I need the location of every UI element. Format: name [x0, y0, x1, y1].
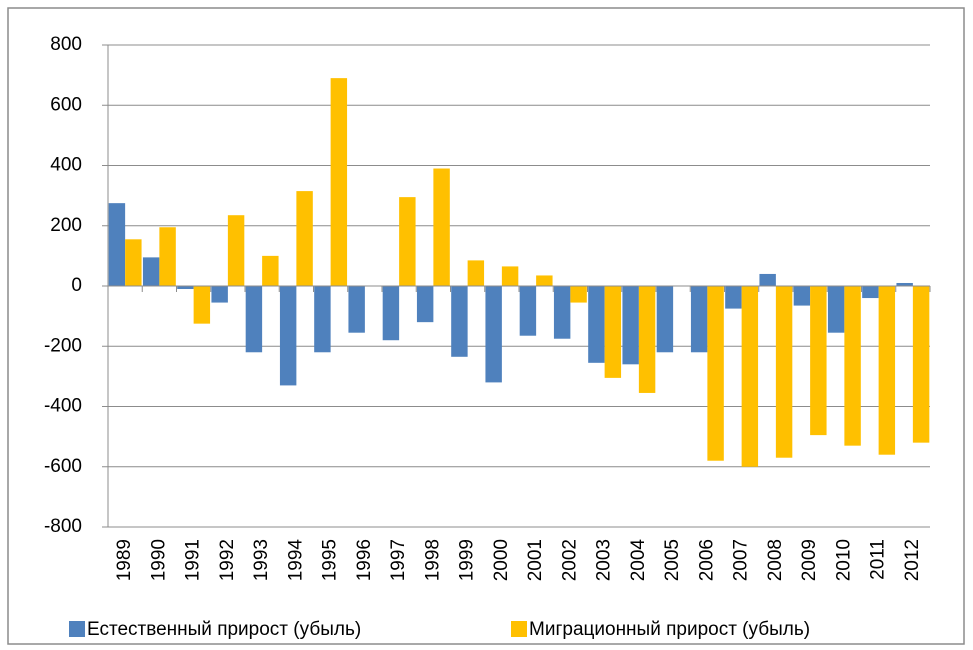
bar — [656, 286, 674, 353]
x-tick-label: 2001 — [525, 539, 546, 581]
bar — [314, 286, 331, 353]
bar — [827, 286, 845, 333]
bar — [638, 286, 656, 393]
bar — [467, 260, 485, 286]
x-tick-label: 2002 — [559, 539, 580, 581]
x-tick-label: 1998 — [422, 539, 443, 581]
bar — [553, 286, 571, 339]
x-tick-label: 2010 — [833, 539, 854, 581]
bar — [810, 286, 827, 436]
x-tick-label: 1997 — [388, 539, 409, 581]
legend-label: Миграционный прирост (убыль) — [529, 619, 810, 640]
x-tick-label: 2012 — [902, 539, 923, 581]
bar — [227, 215, 245, 286]
bar — [177, 286, 194, 290]
x-tick-label: 1996 — [354, 539, 375, 581]
bar — [604, 286, 622, 378]
legend: Естественный прирост (убыль) Миграционны… — [69, 619, 810, 640]
y-tick-label: 800 — [50, 34, 82, 55]
x-tick-label: 2009 — [799, 539, 820, 581]
y-tick-label: -200 — [44, 335, 82, 356]
bar — [108, 203, 126, 286]
x-tick-label: 2007 — [731, 539, 752, 581]
bar — [296, 191, 313, 286]
bar — [142, 257, 160, 286]
bar — [912, 286, 930, 443]
bar — [896, 282, 913, 286]
x-tick-label: 2004 — [628, 539, 649, 582]
bar — [519, 286, 537, 336]
legend-swatch — [69, 621, 85, 637]
x-tick-label: 1999 — [457, 539, 478, 581]
bar — [125, 239, 142, 286]
y-tick-label: 0 — [71, 275, 82, 296]
bar — [570, 286, 587, 303]
bar — [279, 286, 297, 386]
y-tick-label: -800 — [44, 516, 82, 537]
y-tick-label: 200 — [50, 215, 82, 236]
bar — [211, 286, 228, 303]
x-tick-label: 1989 — [114, 539, 135, 581]
bar — [690, 286, 708, 353]
bar — [725, 286, 742, 309]
x-tick-label: 1991 — [183, 539, 204, 581]
y-tick-label: 400 — [50, 155, 82, 176]
bar — [348, 286, 365, 333]
bar — [262, 255, 279, 286]
y-tick-label: 600 — [50, 94, 82, 115]
bar — [330, 78, 348, 286]
bar — [793, 286, 811, 306]
bar — [382, 286, 400, 341]
bar — [759, 273, 776, 286]
x-tick-label: 1993 — [251, 539, 272, 581]
legend-swatch — [511, 621, 527, 637]
x-tick-label: 2000 — [491, 539, 512, 581]
bar — [707, 286, 724, 461]
x-tick-label: 1994 — [285, 539, 306, 582]
x-tick-label: 2003 — [594, 539, 615, 581]
bar — [622, 286, 639, 365]
bar — [193, 286, 211, 324]
legend-label: Естественный прирост (убыль) — [87, 619, 361, 640]
bar — [862, 286, 879, 299]
bar — [159, 227, 176, 286]
bar — [416, 286, 434, 323]
bar — [878, 286, 896, 455]
x-tick-label: 2005 — [662, 539, 683, 581]
bar — [588, 286, 605, 363]
bar — [399, 197, 416, 286]
x-tick-label: 2008 — [765, 539, 786, 581]
bar — [501, 266, 519, 286]
bar — [451, 286, 468, 357]
bar — [245, 286, 263, 353]
x-tick-label: 1990 — [148, 539, 169, 581]
bar — [433, 168, 450, 286]
bar — [775, 286, 793, 458]
bar — [536, 275, 553, 286]
x-tick-label: 2011 — [868, 539, 889, 580]
x-tick-label: 1992 — [217, 539, 238, 581]
bar — [741, 286, 759, 467]
x-tick-label: 2006 — [696, 539, 717, 581]
y-tick-label: -400 — [44, 396, 82, 417]
x-tick-label: 1995 — [320, 539, 341, 581]
bar — [485, 286, 502, 383]
bar — [844, 286, 861, 446]
y-tick-label: -600 — [44, 456, 82, 477]
